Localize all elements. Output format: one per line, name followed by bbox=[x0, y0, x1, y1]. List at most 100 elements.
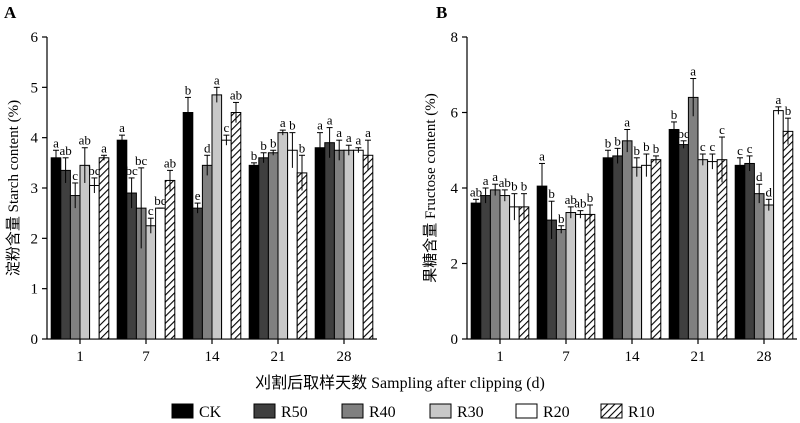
bar-a-r30-21 bbox=[277, 132, 289, 340]
sig-letter-b: a bbox=[492, 169, 498, 184]
panel-label-a: A bbox=[4, 3, 17, 22]
x-tick-label-b: 7 bbox=[562, 349, 570, 365]
sig-letter-a: a bbox=[53, 135, 59, 150]
sig-letter-a: a bbox=[317, 118, 323, 133]
y-tick-label-b: 6 bbox=[451, 106, 459, 122]
legend-swatch-r40 bbox=[341, 403, 364, 419]
bar-b-r40-28 bbox=[753, 193, 765, 340]
bar-b-ck-1 bbox=[470, 202, 482, 340]
bar-a-r30-28 bbox=[343, 149, 355, 340]
sig-letter-b: b bbox=[653, 141, 660, 156]
bar-b-r50-1 bbox=[480, 195, 491, 340]
x-tick-label-b: 28 bbox=[757, 349, 772, 365]
bar-b-r40-14 bbox=[621, 140, 633, 340]
bar-a-r10-28 bbox=[362, 154, 374, 340]
bar-a-ck-21 bbox=[248, 164, 260, 340]
bar-a-r40-1 bbox=[69, 195, 81, 340]
bar-a-r20-1 bbox=[89, 184, 100, 340]
bar-b-r30-21 bbox=[697, 159, 709, 340]
sig-letter-b: b bbox=[614, 133, 621, 148]
sig-letter-b: ab bbox=[470, 184, 482, 199]
y-tick-label-b: 8 bbox=[451, 30, 459, 46]
bar-a-r20-7 bbox=[155, 207, 166, 340]
sig-letter-a: b bbox=[251, 148, 258, 163]
sig-letter-b: ab bbox=[499, 175, 511, 190]
sig-letter-b: b bbox=[605, 135, 612, 150]
sig-letter-b: b bbox=[558, 211, 565, 226]
sig-letter-b: b bbox=[634, 143, 641, 158]
sig-letter-a: ab bbox=[230, 87, 242, 102]
sig-letter-a: c bbox=[224, 120, 230, 135]
x-tick-label-a: 21 bbox=[271, 349, 286, 365]
sig-letter-b: d bbox=[766, 184, 773, 199]
bar-a-r30-14 bbox=[211, 94, 223, 340]
bar-a-r50-21 bbox=[258, 157, 269, 340]
bar-b-r30-14 bbox=[631, 166, 643, 340]
sig-letter-a: c bbox=[148, 203, 154, 218]
legend-swatch-r20 bbox=[515, 403, 538, 419]
sig-letter-a: a bbox=[280, 115, 286, 130]
y-tick-label-b: 4 bbox=[451, 181, 459, 197]
bar-b-r10-7 bbox=[584, 213, 596, 340]
sig-letter-b: b bbox=[548, 186, 555, 201]
sig-letter-a: a bbox=[336, 125, 342, 140]
sig-letter-a: ab bbox=[59, 143, 71, 158]
sig-letter-a: bc bbox=[125, 163, 138, 178]
bar-b-r20-28 bbox=[773, 110, 784, 340]
bar-a-r10-7 bbox=[164, 179, 176, 340]
sig-letter-b: b bbox=[511, 179, 518, 194]
sig-letter-b: c bbox=[710, 139, 716, 154]
bar-a-r40-21 bbox=[267, 152, 279, 340]
x-tick-label-a: 28 bbox=[337, 349, 352, 365]
sig-letter-b: a bbox=[690, 64, 696, 79]
sig-letter-b: a bbox=[483, 173, 489, 188]
sig-letter-b: c bbox=[700, 139, 706, 154]
y-tick-label-a: 0 bbox=[31, 332, 39, 348]
bar-b-r40-21 bbox=[687, 96, 699, 340]
bar-b-r50-28 bbox=[744, 162, 755, 340]
bar-a-r40-28 bbox=[333, 149, 345, 340]
sig-letter-a: bc bbox=[135, 153, 148, 168]
bar-b-r10-14 bbox=[650, 159, 662, 340]
bar-a-r30-7 bbox=[145, 225, 157, 340]
panel-a: A 淀粉含量 Starch content (%) 01234561aabcab… bbox=[4, 3, 377, 365]
bar-b-r10-1 bbox=[518, 206, 530, 340]
sig-letter-b: b bbox=[587, 190, 594, 205]
legend-label-r30: R30 bbox=[457, 404, 484, 421]
y-tick-label-b: 2 bbox=[451, 257, 459, 273]
x-tick-label-b: 14 bbox=[625, 349, 641, 365]
sig-letter-b: b bbox=[785, 103, 792, 118]
bar-b-r40-1 bbox=[489, 189, 501, 340]
bar-b-r10-21 bbox=[716, 159, 728, 340]
bar-a-r30-1 bbox=[79, 164, 91, 340]
bar-b-r30-1 bbox=[499, 195, 511, 340]
sig-letter-a: ab bbox=[164, 155, 176, 170]
bar-b-ck-7 bbox=[536, 185, 548, 340]
sig-letter-a: a bbox=[101, 140, 107, 155]
bar-a-ck-28 bbox=[314, 147, 326, 340]
sig-letter-a: b bbox=[289, 118, 296, 133]
sig-letter-a: a bbox=[214, 72, 220, 87]
sig-letter-b: ab bbox=[574, 196, 586, 211]
bar-a-r20-28 bbox=[353, 149, 364, 340]
sig-letter-a: a bbox=[346, 130, 352, 145]
legend-swatch-ck bbox=[171, 403, 194, 419]
legend-label-ck: CK bbox=[199, 404, 222, 421]
sig-letter-b: b bbox=[521, 179, 528, 194]
x-tick-label-a: 14 bbox=[205, 349, 221, 365]
sig-letter-b: bc bbox=[677, 126, 690, 141]
bar-b-ck-14 bbox=[602, 157, 614, 340]
y-axis-label-b: 果糖含量 Fructose content (%) bbox=[422, 93, 439, 283]
sig-letter-a: a bbox=[327, 113, 333, 128]
bar-a-ck-14 bbox=[182, 112, 194, 340]
sig-letter-b: b bbox=[643, 139, 650, 154]
sig-letter-a: a bbox=[119, 120, 125, 135]
sig-letter-b: a bbox=[624, 114, 630, 129]
sig-letter-a: bc bbox=[154, 193, 167, 208]
sig-letter-b: ab bbox=[565, 192, 577, 207]
sig-letter-b: c bbox=[737, 143, 743, 158]
sig-letter-a: bc bbox=[88, 163, 101, 178]
x-tick-label-b: 21 bbox=[691, 349, 706, 365]
